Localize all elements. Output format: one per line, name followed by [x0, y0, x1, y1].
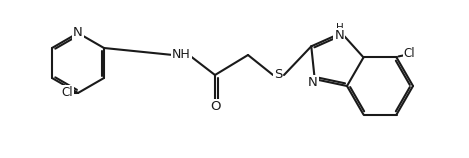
- Text: H: H: [335, 23, 343, 33]
- Text: Cl: Cl: [404, 47, 416, 60]
- Text: NH: NH: [172, 49, 190, 61]
- Text: N: N: [334, 29, 344, 42]
- Text: N: N: [73, 25, 83, 39]
- Text: Cl: Cl: [61, 86, 73, 100]
- Text: O: O: [210, 100, 220, 113]
- Text: S: S: [274, 69, 282, 82]
- Text: N: N: [308, 76, 318, 89]
